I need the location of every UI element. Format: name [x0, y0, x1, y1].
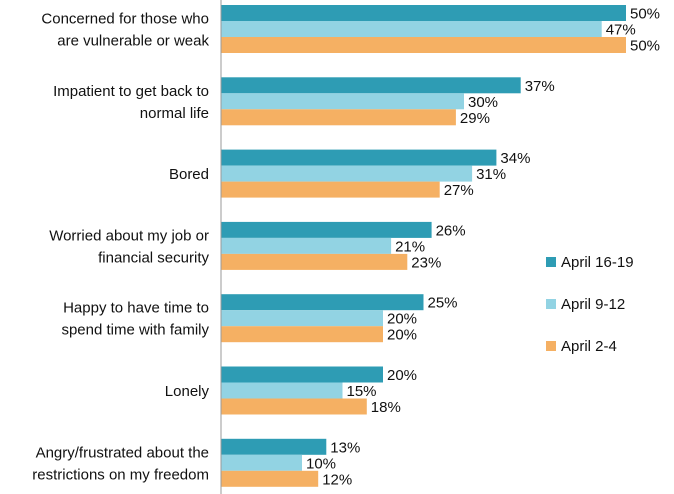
value-label-1-series-1: 30% [468, 94, 498, 111]
category-labels: Concerned for those who are vulnerable or… [32, 11, 209, 484]
value-label-3-series-1: 21% [395, 238, 425, 255]
bar-2-series-0 [221, 149, 497, 166]
value-label-5-series-1: 15% [347, 383, 377, 400]
bar-6-series-2 [221, 470, 319, 487]
bars-layer [221, 5, 626, 487]
value-label-4-series-2: 20% [387, 327, 417, 344]
bar-5-series-1 [221, 382, 343, 399]
category-label-6-line-1: restrictions on my freedom [32, 466, 209, 483]
category-label-4-line-0: Happy to have time to [63, 300, 209, 317]
value-label-2-series-0: 34% [500, 150, 530, 167]
value-label-0-series-2: 50% [630, 38, 660, 55]
legend-label-1: April 9-12 [561, 296, 625, 313]
legend-label-0: April 16-19 [561, 254, 634, 271]
category-label-3-line-0: Worried about my job or [49, 227, 209, 244]
value-label-4-series-1: 20% [387, 311, 417, 328]
category-label-1-line-1: normal life [140, 105, 209, 122]
bar-5-series-2 [221, 398, 367, 415]
value-label-0-series-1: 47% [606, 22, 636, 39]
value-label-6-series-2: 12% [322, 471, 352, 488]
legend: April 16-19 April 9-12 April 2-4 [546, 254, 634, 355]
value-label-5-series-2: 18% [371, 399, 401, 416]
legend-swatch-1 [546, 299, 556, 309]
bar-3-series-2 [221, 253, 408, 270]
category-label-2-line-0: Bored [169, 166, 209, 183]
category-label-4-line-1: spend time with family [61, 322, 209, 339]
value-label-1-series-2: 29% [460, 110, 490, 127]
value-label-3-series-2: 23% [411, 254, 441, 271]
value-label-3-series-0: 26% [436, 222, 466, 239]
category-label-5-line-0: Lonely [165, 383, 210, 400]
bar-6-series-0 [221, 438, 327, 455]
bar-0-series-1 [221, 21, 602, 37]
legend-swatch-0 [546, 257, 556, 267]
value-label-6-series-0: 13% [330, 439, 360, 456]
bar-1-series-1 [221, 93, 464, 110]
value-labels: 50%47%50% 37% 30%29% 34%31%27% 26% 21%23% 25% 2… [306, 6, 660, 489]
bar-4-series-0 [221, 294, 424, 311]
bar-0-series-2 [221, 37, 626, 53]
value-label-1-series-0: 37% [525, 78, 555, 95]
bar-1-series-2 [221, 109, 456, 126]
value-label-2-series-1: 31% [476, 166, 506, 183]
bar-5-series-0 [221, 366, 383, 383]
category-label-6-line-0: Angry/frustrated about the [36, 444, 209, 461]
bar-2-series-2 [221, 181, 440, 198]
bar-2-series-1 [221, 165, 473, 182]
value-label-0-series-0: 50% [630, 6, 660, 23]
value-label-2-series-2: 27% [444, 182, 474, 199]
category-label-0-line-1: are vulnerable or weak [57, 33, 209, 50]
value-label-4-series-0: 25% [428, 295, 458, 312]
category-label-3-line-1: financial security [98, 249, 209, 266]
value-label-6-series-1: 10% [306, 455, 336, 472]
bar-4-series-1 [221, 310, 383, 327]
legend-swatch-2 [546, 341, 556, 351]
bar-6-series-1 [221, 454, 302, 471]
category-label-1-line-0: Impatient to get back to [53, 83, 209, 100]
bar-3-series-1 [221, 237, 392, 254]
bar-3-series-0 [221, 221, 432, 238]
bar-0-series-0 [221, 5, 626, 21]
bar-1-series-0 [221, 77, 521, 94]
legend-label-2: April 2-4 [561, 338, 617, 355]
bar-4-series-2 [221, 326, 383, 343]
value-label-5-series-0: 20% [387, 367, 417, 384]
category-label-0-line-0: Concerned for those who [41, 11, 209, 28]
